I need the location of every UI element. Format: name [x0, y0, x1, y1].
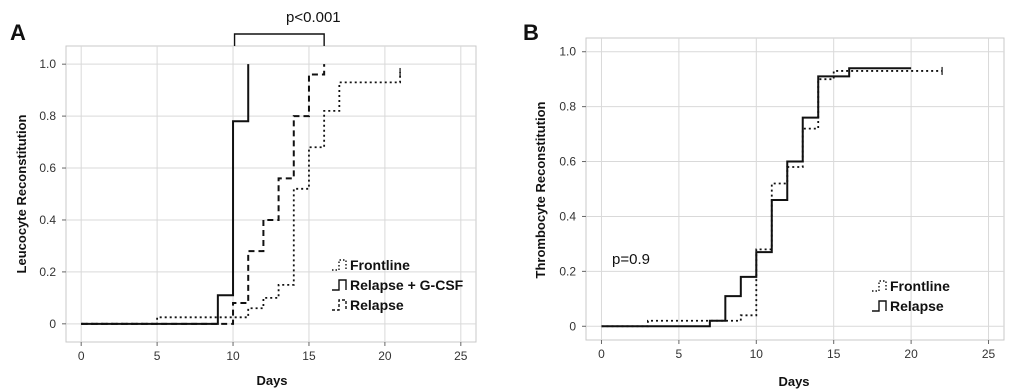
- x-tick-label: 15: [827, 347, 841, 361]
- x-axis-label: Days: [256, 373, 287, 388]
- series-line-frontline: [81, 71, 401, 325]
- p-value-annotation: p<0.001: [286, 9, 341, 26]
- plot-area: [65, 45, 477, 343]
- y-tick-label: 0.4: [39, 213, 56, 227]
- y-tick-label: 0.6: [39, 161, 56, 175]
- y-tick-label: 0: [569, 319, 576, 333]
- y-tick-label: 1.0: [39, 57, 56, 71]
- series-line-relapse: [81, 64, 326, 325]
- x-tick-label: 20: [904, 347, 918, 361]
- legend-swatch: [332, 279, 347, 291]
- y-tick-label: 0.8: [559, 100, 576, 114]
- x-tick-label: 5: [154, 349, 161, 363]
- y-tick-label: 0.2: [559, 264, 576, 278]
- panel-label: A: [10, 20, 26, 45]
- legend-label: Relapse + G-CSF: [350, 277, 464, 293]
- x-tick-label: 10: [750, 347, 764, 361]
- legend-label: Frontline: [890, 278, 950, 294]
- x-tick-label: 5: [676, 347, 683, 361]
- x-tick-label: 20: [378, 349, 392, 363]
- x-tick-label: 15: [302, 349, 316, 363]
- panel-a: 0 5 10 15 20 25 0 0.2 0.4 0.6 0.8 1.0 Days Leucocyte …: [10, 9, 477, 388]
- y-axis-label: Thrombocyte Reconstitution: [533, 101, 548, 278]
- legend-label: Frontline: [350, 257, 410, 273]
- series-line-relapse: [601, 67, 912, 328]
- legend-label: Relapse: [350, 297, 404, 313]
- x-tick-label: 0: [598, 347, 605, 361]
- y-tick-label: 1.0: [559, 45, 576, 59]
- x-tick-label: 10: [226, 349, 240, 363]
- legend-swatch: [332, 299, 347, 311]
- y-tick-label: 0.6: [559, 155, 576, 169]
- legend-label: Relapse: [890, 298, 944, 314]
- panel-b: 0 5 10 15 20 25 0 0.2 0.4 0.6 0.8 1.0 Days Thrombocyt…: [523, 20, 1005, 389]
- significance-bracket: [233, 33, 325, 46]
- y-tick-label: 0.4: [559, 209, 576, 223]
- plot-area: [585, 37, 1005, 341]
- y-axis-label: Leucocyte Reconstitution: [14, 114, 29, 273]
- y-tick-label: 0.8: [39, 109, 56, 123]
- y-tick-label: 0: [49, 317, 56, 331]
- x-tick-label: 25: [982, 347, 996, 361]
- panel-label: B: [523, 20, 539, 45]
- legend-swatch: [872, 300, 887, 312]
- legend-swatch: [872, 280, 887, 292]
- legend-swatch: [332, 259, 347, 271]
- x-tick-label: 0: [78, 349, 85, 363]
- x-tick-label: 25: [454, 349, 468, 363]
- series-line-relapse-g-csf: [81, 64, 250, 325]
- p-value-annotation: p=0.9: [612, 251, 650, 268]
- y-tick-label: 0.2: [39, 265, 56, 279]
- x-axis-label: Days: [778, 374, 809, 389]
